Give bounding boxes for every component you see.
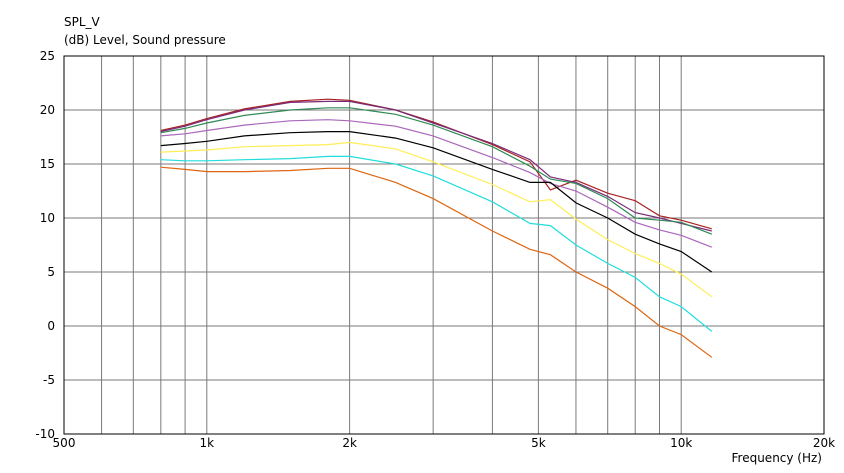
series-line-2 <box>160 100 712 232</box>
y-tick-label: 10 <box>40 211 55 225</box>
y-axis: -10 -5 0 5 10 15 20 25 <box>35 49 55 441</box>
y-tick-label: -10 <box>35 427 55 441</box>
y-tick-label: -5 <box>43 373 55 387</box>
x-axis: 500 1k 2k 5k 10k 20k <box>53 436 836 450</box>
y-tick-label: 15 <box>40 157 55 171</box>
series-line-3 <box>160 107 713 235</box>
chart-title: SPL_V <box>64 15 101 29</box>
x-tick-label: 500 <box>53 436 76 450</box>
x-tick-label: 10k <box>670 436 692 450</box>
chart-subtitle: (dB) Level, Sound pressure <box>64 33 226 47</box>
x-axis-title: Frequency (Hz) <box>732 451 823 465</box>
series-line-4 <box>160 119 713 248</box>
y-tick-label: 20 <box>40 103 55 117</box>
x-tick-label: 2k <box>342 436 357 450</box>
y-tick-label: 25 <box>40 49 55 63</box>
x-tick-label: 5k <box>531 436 546 450</box>
series-group <box>160 98 713 358</box>
plot-frame <box>63 55 825 435</box>
grid <box>63 55 825 435</box>
y-tick-label: 0 <box>47 319 55 333</box>
series-line-8 <box>160 166 713 358</box>
y-tick-label: 5 <box>47 265 55 279</box>
x-tick-label: 1k <box>200 436 215 450</box>
series-line-5 <box>160 131 713 273</box>
series-line-6 <box>160 141 713 298</box>
series-line-7 <box>160 155 713 332</box>
x-tick-label: 20k <box>813 436 835 450</box>
